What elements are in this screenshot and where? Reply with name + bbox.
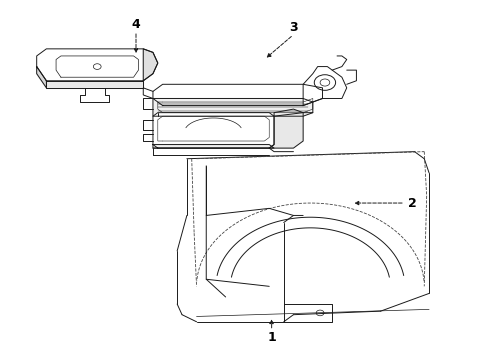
Polygon shape	[269, 109, 303, 148]
Polygon shape	[47, 81, 143, 88]
Polygon shape	[153, 84, 322, 105]
Polygon shape	[153, 113, 274, 148]
Polygon shape	[143, 49, 158, 81]
Polygon shape	[80, 88, 109, 102]
Circle shape	[314, 75, 336, 90]
Text: 3: 3	[289, 21, 298, 34]
Polygon shape	[284, 304, 332, 322]
Text: 2: 2	[408, 197, 416, 210]
Polygon shape	[303, 67, 347, 105]
Text: 4: 4	[132, 18, 140, 31]
Polygon shape	[37, 67, 47, 88]
Polygon shape	[153, 99, 313, 116]
Polygon shape	[37, 49, 158, 81]
Polygon shape	[153, 145, 274, 148]
Text: 1: 1	[267, 331, 276, 344]
